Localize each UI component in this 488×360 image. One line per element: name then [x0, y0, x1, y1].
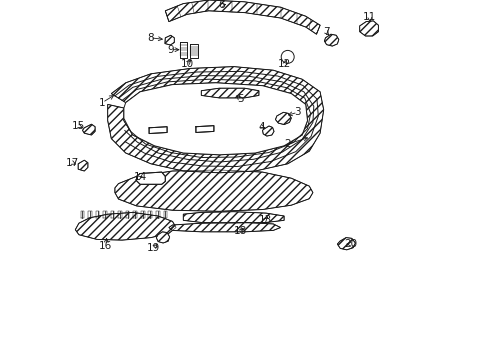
- Text: 17: 17: [66, 158, 79, 168]
- Polygon shape: [337, 238, 355, 250]
- Text: 10: 10: [180, 59, 193, 69]
- Text: 6: 6: [217, 0, 224, 10]
- Polygon shape: [164, 35, 174, 45]
- Text: 13: 13: [258, 215, 271, 225]
- Text: 16: 16: [99, 240, 112, 251]
- Text: 14: 14: [134, 172, 147, 182]
- Polygon shape: [165, 0, 320, 34]
- Text: 8: 8: [146, 33, 153, 43]
- Text: 19: 19: [147, 243, 160, 253]
- Text: 11: 11: [363, 12, 376, 22]
- Polygon shape: [201, 88, 258, 98]
- Text: 2: 2: [284, 139, 290, 149]
- Polygon shape: [107, 67, 323, 173]
- Polygon shape: [262, 126, 273, 136]
- Text: 1: 1: [99, 98, 105, 108]
- Polygon shape: [324, 34, 338, 46]
- Polygon shape: [123, 83, 307, 155]
- Polygon shape: [168, 222, 280, 232]
- Polygon shape: [196, 126, 213, 132]
- Polygon shape: [115, 170, 312, 211]
- Polygon shape: [359, 21, 378, 36]
- Polygon shape: [183, 212, 284, 223]
- Polygon shape: [156, 232, 169, 243]
- Polygon shape: [149, 127, 167, 134]
- Text: 7: 7: [323, 27, 329, 37]
- Text: 12: 12: [278, 59, 291, 69]
- Text: 9: 9: [167, 45, 174, 55]
- Circle shape: [281, 50, 294, 63]
- Text: 4: 4: [258, 122, 264, 132]
- Polygon shape: [82, 124, 95, 135]
- Polygon shape: [275, 112, 291, 125]
- Text: 5: 5: [236, 94, 243, 104]
- Polygon shape: [136, 172, 165, 184]
- Text: 20: 20: [344, 239, 357, 249]
- Polygon shape: [78, 160, 88, 171]
- Polygon shape: [75, 212, 176, 240]
- Text: 18: 18: [234, 226, 247, 236]
- Text: 15: 15: [72, 121, 85, 131]
- Text: 3: 3: [294, 107, 301, 117]
